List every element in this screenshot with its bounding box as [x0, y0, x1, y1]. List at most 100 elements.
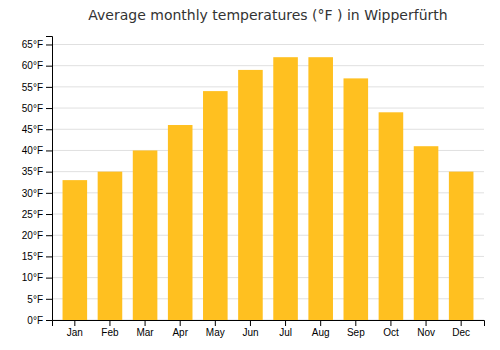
tick-mark	[46, 87, 52, 88]
plot: 0°F 5°F 10°F 15°F 20°F 25°F 30°F 35°F 40°F 45°F 50…	[22, 37, 485, 339]
tick-label: 10°F	[22, 272, 43, 283]
tick-mark	[46, 66, 52, 67]
tick: 40°F	[22, 145, 52, 156]
tick-mark	[46, 235, 52, 236]
tick-label: 65°F	[22, 39, 43, 50]
bar	[168, 125, 193, 320]
bar	[63, 180, 88, 320]
tick-label: 5°F	[27, 294, 43, 305]
tick: 20°F	[22, 230, 52, 241]
tick-label: May	[206, 327, 225, 338]
tick: Oct	[383, 320, 399, 338]
tick: 65°F	[22, 39, 52, 50]
tick-label: Apr	[172, 327, 188, 338]
bar	[133, 150, 158, 320]
bar	[379, 112, 404, 320]
tick: 60°F	[22, 60, 52, 71]
title: Average monthly temperatures (°F ) in Wi…	[88, 7, 447, 23]
tick-label: 15°F	[22, 251, 43, 262]
tick: Nov	[417, 320, 435, 338]
tick-mark	[215, 320, 216, 326]
grid-line	[52, 65, 484, 66]
tick-label: 35°F	[22, 166, 43, 177]
tick: Apr	[172, 320, 188, 338]
grid-line	[52, 129, 484, 130]
bars	[63, 57, 474, 320]
tick-mark	[250, 320, 251, 326]
grid-line	[52, 86, 484, 87]
tick-mark	[46, 108, 52, 109]
tick-mark	[426, 320, 427, 326]
tick-label: Sep	[347, 327, 365, 338]
bar	[308, 57, 333, 320]
tick: Aug	[312, 320, 330, 338]
tick: 15°F	[22, 251, 52, 262]
tick: Dec	[452, 320, 470, 338]
tick-label: 30°F	[22, 188, 43, 199]
y-axis: 0°F 5°F 10°F 15°F 20°F 25°F 30°F 35°F 40°F 45°F 50…	[22, 37, 53, 326]
chart: 0°F 5°F 10°F 15°F 20°F 25°F 30°F 35°F 40°F 45°F 50…	[0, 0, 500, 350]
tick-label: Jul	[279, 327, 292, 338]
tick-label: Mar	[136, 327, 154, 338]
tick: 35°F	[22, 166, 52, 177]
tick: Sep	[347, 320, 365, 338]
bar	[273, 57, 298, 320]
tick-mark	[355, 320, 356, 326]
tick: 45°F	[22, 124, 52, 135]
tick: Jun	[242, 320, 258, 338]
grid-line	[52, 108, 484, 109]
tick: May	[206, 320, 225, 338]
tick-mark	[46, 150, 52, 151]
tick-label: Oct	[383, 327, 399, 338]
tick: 55°F	[22, 82, 52, 93]
tick-label: 55°F	[22, 82, 43, 93]
bar	[344, 78, 369, 320]
tick: 50°F	[22, 103, 52, 114]
axis-line	[53, 321, 485, 327]
tick-label: Jan	[67, 327, 83, 338]
tick-mark	[46, 278, 52, 279]
tick-mark	[180, 320, 181, 326]
tick-label: 20°F	[22, 230, 43, 241]
bar	[449, 172, 474, 320]
tick-label: 45°F	[22, 124, 43, 135]
tick-mark	[74, 320, 75, 326]
grid-line	[52, 44, 484, 45]
tick-label: Feb	[101, 327, 119, 338]
grid	[52, 44, 484, 320]
tick: Jul	[279, 320, 292, 338]
tick-label: Nov	[417, 327, 435, 338]
bar	[203, 91, 228, 320]
bar	[414, 146, 439, 320]
tick-mark	[285, 320, 286, 326]
tick-label: 50°F	[22, 103, 43, 114]
tick: Feb	[101, 320, 119, 338]
bar	[98, 172, 123, 320]
tick-label: 25°F	[22, 209, 43, 220]
tick: 10°F	[22, 272, 52, 283]
bar	[238, 70, 263, 320]
axis-line	[46, 37, 53, 321]
tick-mark	[461, 320, 462, 326]
tick-label: Jun	[242, 327, 258, 338]
tick: Mar	[136, 320, 154, 338]
tick-mark	[109, 320, 110, 326]
tick: 5°F	[27, 294, 52, 305]
tick-mark	[46, 299, 52, 300]
tick-mark	[46, 44, 52, 45]
tick-label: 40°F	[22, 145, 43, 156]
tick-mark	[46, 214, 52, 215]
tick-mark	[46, 172, 52, 173]
tick-mark	[145, 320, 146, 326]
tick: 0°F	[27, 315, 52, 326]
tick: 30°F	[22, 188, 52, 199]
tick-mark	[390, 320, 391, 326]
tick-label: 0°F	[27, 315, 43, 326]
tick-mark	[320, 320, 321, 326]
tick-label: Dec	[452, 327, 470, 338]
x-axis: Jan Feb Mar Apr May Jun Jul Aug Sep Oct Nov Dec	[53, 320, 485, 338]
tick-mark	[46, 193, 52, 194]
tick-mark	[46, 129, 52, 130]
tick-label: 60°F	[22, 60, 43, 71]
tick-mark	[46, 256, 52, 257]
